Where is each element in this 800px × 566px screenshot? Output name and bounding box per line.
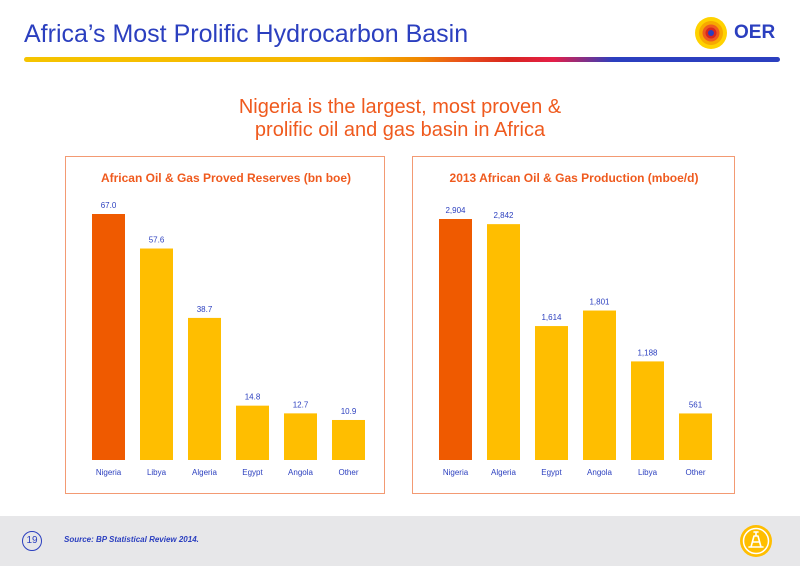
page-title: Africa’s Most Prolific Hydrocarbon Basin [24,20,469,48]
rig-badge-icon [740,525,772,557]
source-note: Source: BP Statistical Review 2014. [64,535,199,544]
headline-line-2: prolific oil and gas basin in Africa [254,119,546,141]
data-label: 2,904 [445,206,466,215]
bar-nigeria [439,219,472,460]
category-label: Algeria [192,468,217,477]
category-label: Egypt [541,468,562,477]
footer: 19 Source: BP Statistical Review 2014. [0,516,800,566]
bar-nigeria [92,214,125,460]
production-chart-panel: 2013 African Oil & Gas Production (mboe/… [412,156,735,494]
data-label: 2,842 [493,211,514,220]
data-label: 1,614 [541,313,562,322]
data-label: 67.0 [101,201,117,210]
bar-egypt [535,326,568,460]
data-label: 38.7 [197,305,213,314]
page-number: 19 [22,531,42,551]
category-label: Angola [587,468,612,477]
bar-algeria [188,317,221,460]
bar-libya [140,248,173,460]
header-rule [24,57,780,62]
bar-angola [284,413,317,460]
data-label: 1,801 [589,298,610,307]
category-label: Nigeria [96,468,122,477]
oer-logo: OER [694,14,784,54]
reserves-chart: African Oil & Gas Proved Reserves (bn bo… [92,171,365,477]
category-label: Other [338,468,358,477]
bar-angola [583,310,616,460]
bar-egypt [236,405,269,460]
headline-line-1: Nigeria is the largest, most proven & [238,96,562,118]
chart-title: 2013 African Oil & Gas Production (mboe/… [450,171,699,185]
category-label: Other [685,468,705,477]
category-label: Libya [638,468,658,477]
data-label: 10.9 [341,407,357,416]
bar-algeria [487,224,520,460]
bar-other [332,419,365,460]
reserves-chart-panel: African Oil & Gas Proved Reserves (bn bo… [65,156,385,494]
category-label: Libya [147,468,167,477]
data-label: 1,188 [637,348,658,357]
logo-text: OER [734,22,776,43]
data-label: 12.7 [293,400,309,409]
data-label: 14.8 [245,393,261,402]
data-label: 57.6 [149,236,165,245]
headline: Nigeria is the largest, most proven & pr… [0,96,800,142]
data-label: 561 [689,400,703,409]
category-label: Algeria [491,468,516,477]
category-label: Nigeria [443,468,469,477]
bar-libya [631,361,664,460]
category-label: Angola [288,468,313,477]
oer-logo-icon [695,17,727,49]
chart-title: African Oil & Gas Proved Reserves (bn bo… [101,171,351,185]
production-chart: 2013 African Oil & Gas Production (mboe/… [439,171,712,477]
bar-other [679,413,712,460]
category-label: Egypt [242,468,263,477]
